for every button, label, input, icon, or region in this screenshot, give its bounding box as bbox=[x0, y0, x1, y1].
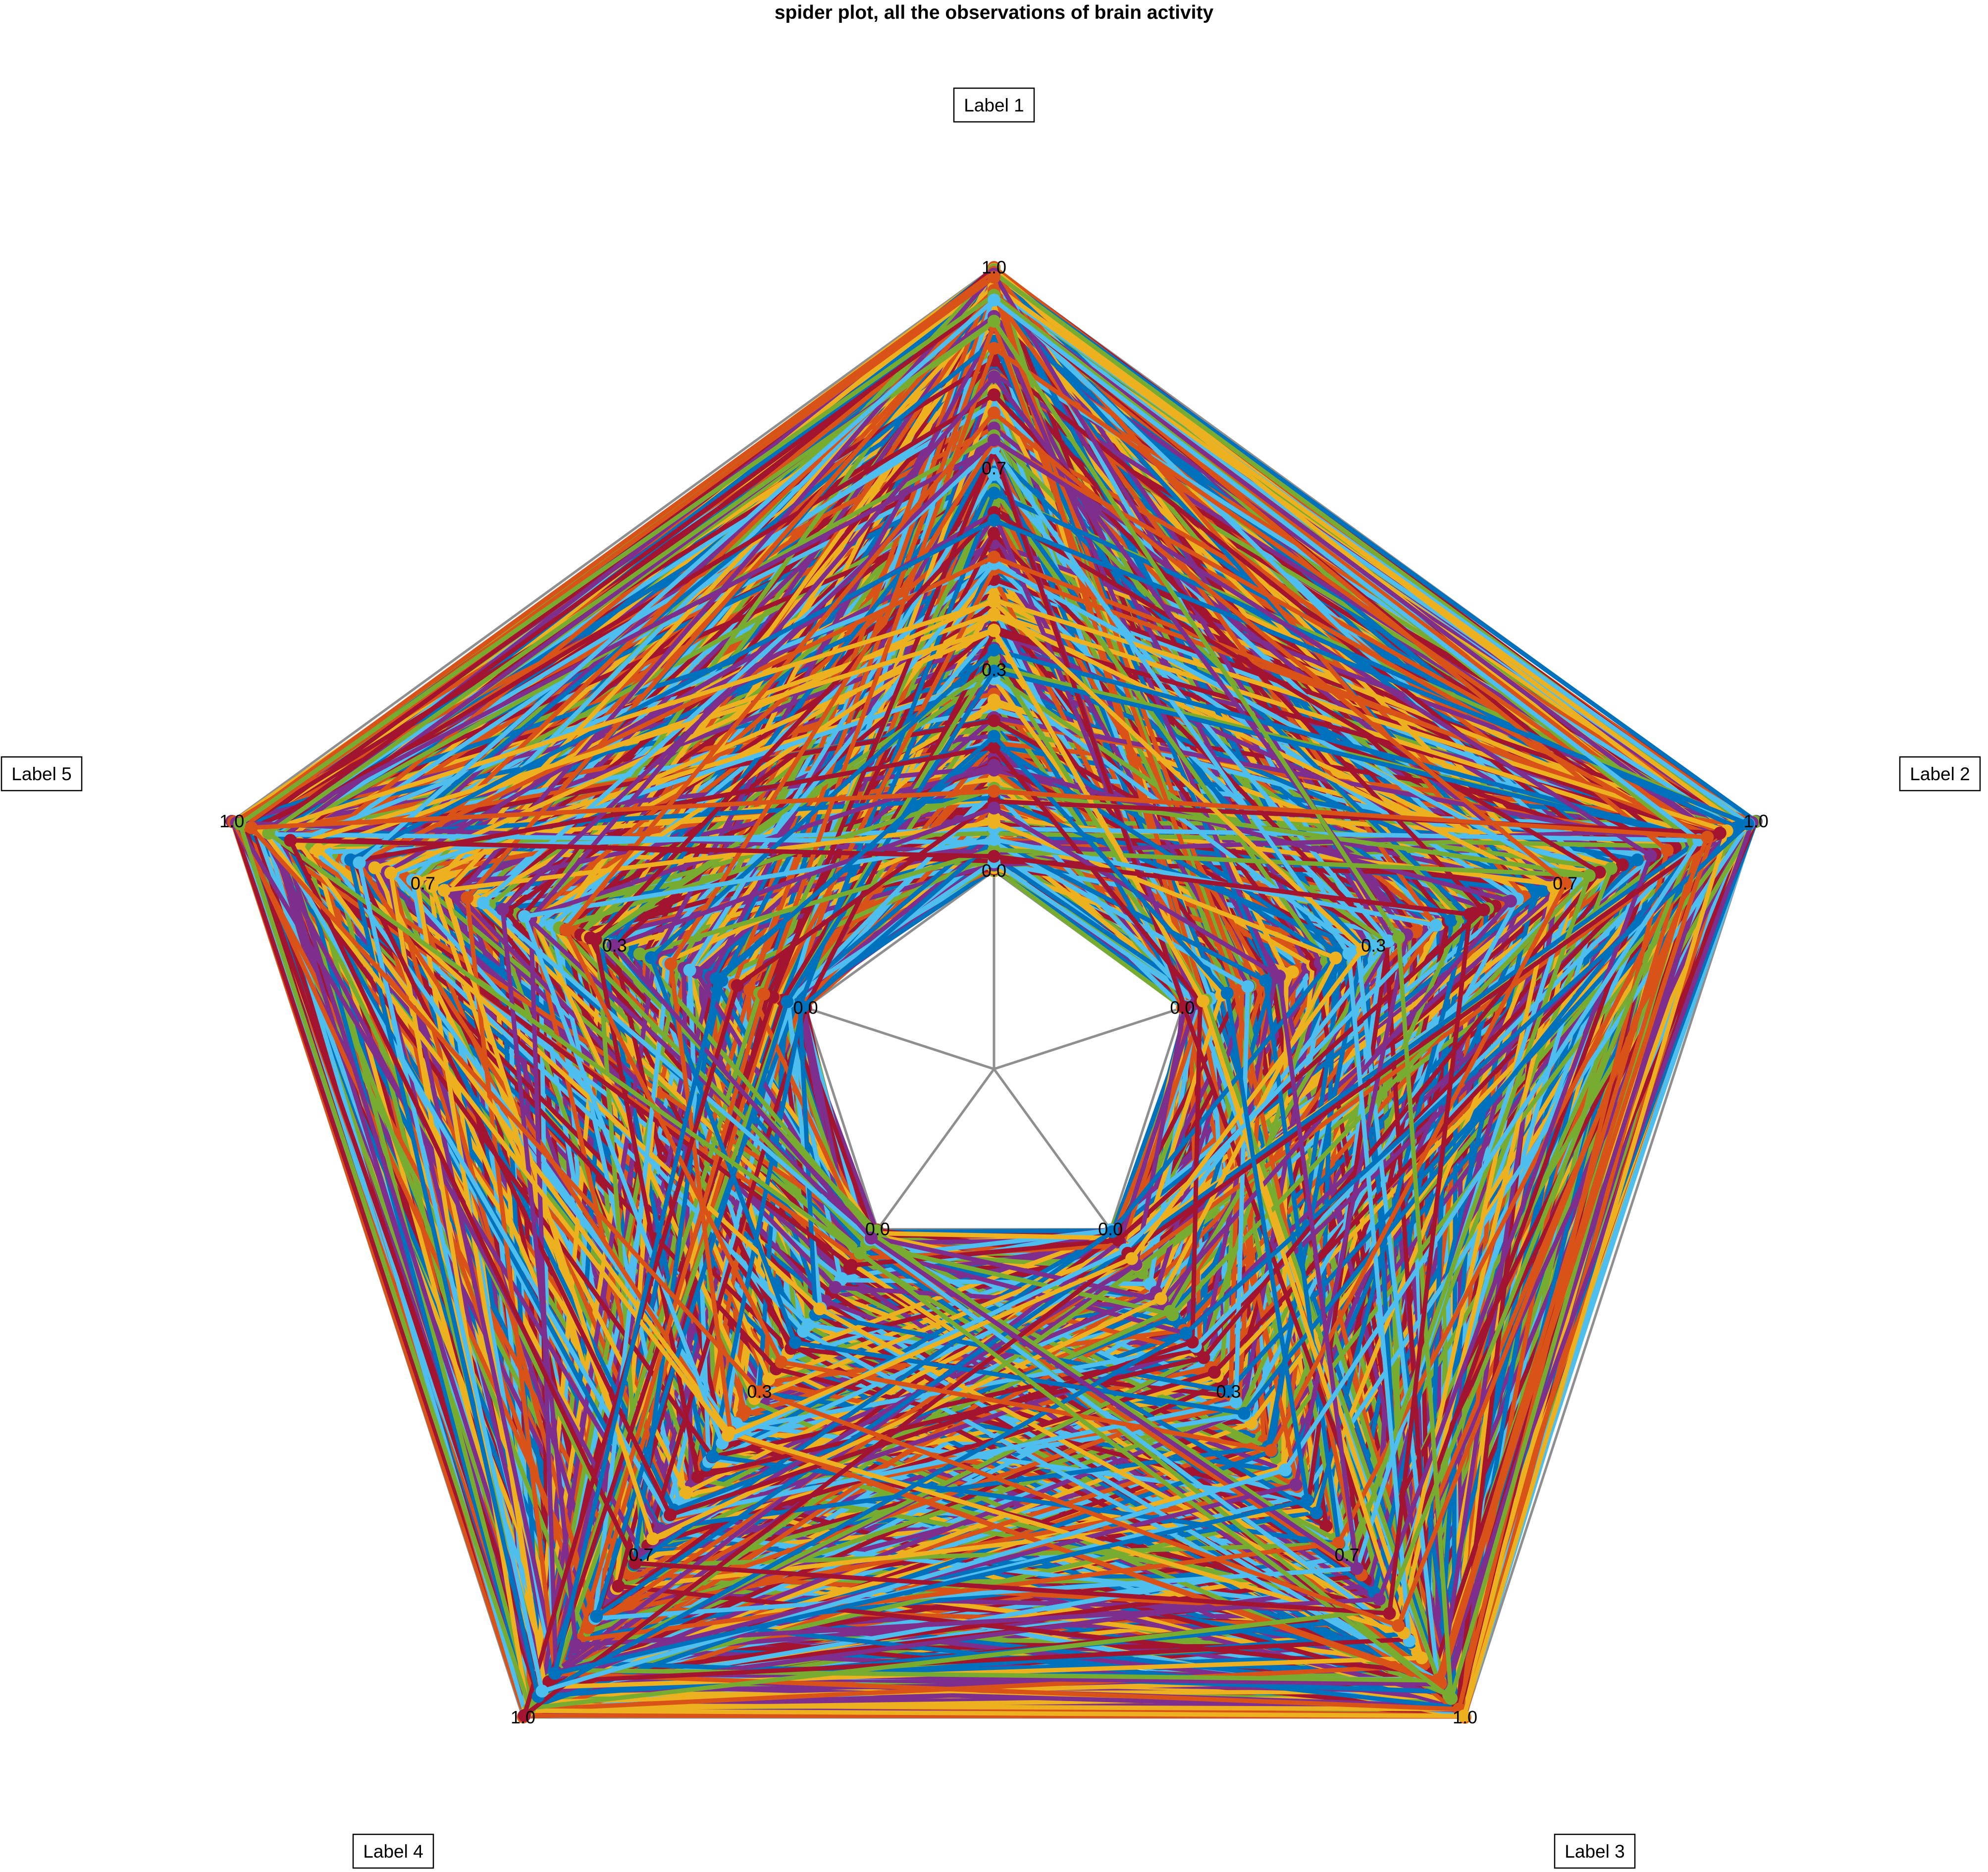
web-spoke bbox=[805, 1007, 994, 1070]
web-spoke bbox=[876, 1068, 995, 1230]
web-spoke bbox=[994, 1007, 1183, 1070]
chart-title: spider plot, all the observations of bra… bbox=[775, 2, 1214, 23]
observation-lines bbox=[225, 261, 1763, 1724]
web-spoke bbox=[993, 1068, 1112, 1230]
